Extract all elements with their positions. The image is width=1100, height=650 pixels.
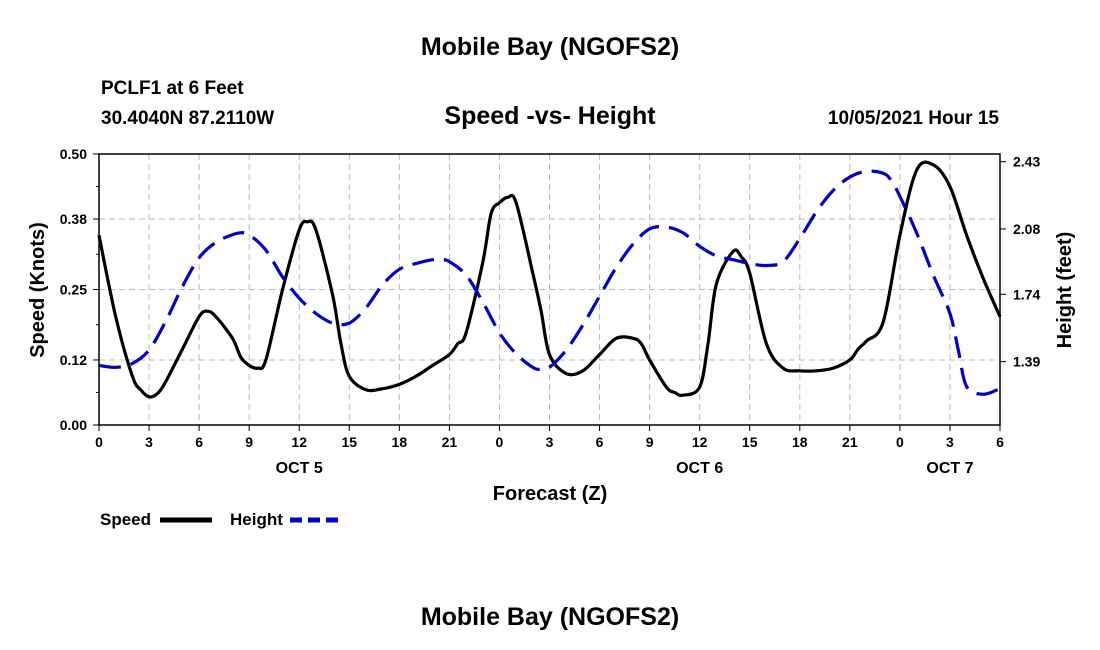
grid-lines bbox=[99, 154, 1000, 425]
x-tick-label: 6 bbox=[596, 434, 604, 450]
y-left-tick-label: 0.12 bbox=[60, 352, 87, 368]
x-tick-label: 12 bbox=[291, 434, 307, 450]
x-tick-label: 6 bbox=[195, 434, 203, 450]
x-tick-label: 21 bbox=[842, 434, 858, 450]
x-tick-label: 15 bbox=[742, 434, 758, 450]
x-day-label: OCT 7 bbox=[926, 460, 973, 477]
x-tick-label: 0 bbox=[496, 434, 504, 450]
x-tick-label: 0 bbox=[896, 434, 904, 450]
x-tick-label: 3 bbox=[145, 434, 153, 450]
y-left-tick-label: 0.50 bbox=[60, 146, 87, 162]
x-day-label: OCT 5 bbox=[276, 460, 323, 477]
y-right-tick-label: 1.74 bbox=[1013, 286, 1040, 302]
y-axis-label-right: Height (feet) bbox=[1054, 232, 1076, 349]
x-tick-label: 6 bbox=[996, 434, 1004, 450]
y-left-tick-label: 0.38 bbox=[60, 211, 87, 227]
x-tick-label: 9 bbox=[646, 434, 654, 450]
series-lines bbox=[97, 160, 1002, 399]
x-tick-label: 18 bbox=[792, 434, 808, 450]
coordinates-label: 30.4040N 87.2110W bbox=[101, 108, 274, 129]
legend-speed-label: Speed bbox=[100, 510, 151, 529]
legend: Speed Height bbox=[100, 510, 342, 529]
x-day-label: OCT 6 bbox=[676, 460, 723, 477]
plot-frame bbox=[98, 153, 1001, 426]
axis-ticks bbox=[93, 153, 1006, 431]
x-tick-label: 12 bbox=[692, 434, 708, 450]
x-tick-label: 21 bbox=[442, 434, 458, 450]
x-tick-label: 3 bbox=[946, 434, 954, 450]
y-left-tick-label: 0.25 bbox=[60, 282, 87, 298]
x-tick-label: 9 bbox=[245, 434, 253, 450]
y-right-tick-label: 1.39 bbox=[1013, 354, 1040, 370]
series-line-speed bbox=[97, 160, 1002, 399]
tick-labels: 0 3 6 9 12 15 18 21 0 3 6 9 12 15 18 21 0 3 6 OCT 5 OCT 6 OCT… bbox=[60, 146, 1041, 477]
timestamp-label: 10/05/2021 Hour 15 bbox=[828, 108, 1000, 129]
chart-title-top: Mobile Bay (NGOFS2) bbox=[421, 33, 679, 61]
y-right-tick-label: 2.43 bbox=[1013, 154, 1040, 170]
x-tick-label: 18 bbox=[392, 434, 408, 450]
x-axis-label: Forecast (Z) bbox=[493, 483, 607, 505]
y-left-tick-label: 0.00 bbox=[60, 417, 87, 433]
chart-title-bottom: Mobile Bay (NGOFS2) bbox=[421, 603, 679, 631]
x-tick-label: 3 bbox=[546, 434, 554, 450]
chart-subtitle: Speed -vs- Height bbox=[444, 102, 656, 130]
y-right-tick-label: 2.08 bbox=[1013, 221, 1040, 237]
legend-height-label: Height bbox=[230, 510, 283, 529]
x-tick-label: 0 bbox=[95, 434, 103, 450]
x-tick-label: 15 bbox=[341, 434, 357, 450]
y-axis-label-left: Speed (Knots) bbox=[27, 222, 49, 358]
station-label: PCLF1 at 6 Feet bbox=[101, 78, 244, 99]
